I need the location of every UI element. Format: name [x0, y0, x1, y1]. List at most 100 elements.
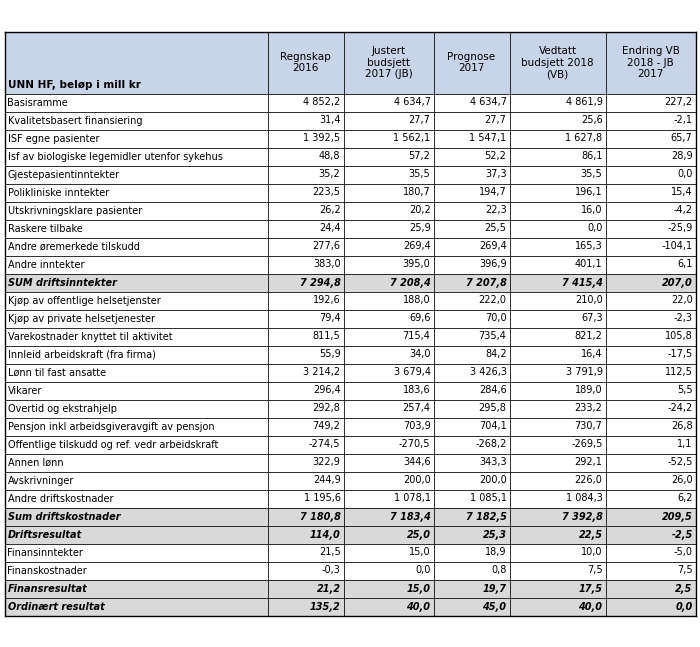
Bar — [510, 454, 606, 472]
Text: 35,5: 35,5 — [409, 170, 430, 179]
Text: 277,6: 277,6 — [312, 241, 340, 252]
Bar — [344, 580, 433, 597]
Bar — [4, 472, 267, 490]
Bar — [4, 543, 267, 562]
Text: 40,0: 40,0 — [407, 602, 430, 611]
Text: -2,5: -2,5 — [671, 529, 692, 540]
Bar — [267, 454, 344, 472]
Text: 209,5: 209,5 — [662, 512, 692, 521]
Text: 105,8: 105,8 — [665, 331, 692, 342]
Text: 7 180,8: 7 180,8 — [300, 512, 340, 521]
Bar — [510, 597, 606, 615]
Bar — [606, 148, 696, 166]
Bar — [433, 543, 510, 562]
Text: 7 207,8: 7 207,8 — [466, 278, 507, 287]
Bar — [267, 435, 344, 454]
Bar — [433, 166, 510, 184]
Bar — [510, 184, 606, 201]
Text: 15,4: 15,4 — [671, 188, 692, 197]
Text: 0,0: 0,0 — [587, 223, 603, 234]
Text: 10,0: 10,0 — [581, 547, 603, 558]
Bar — [4, 327, 267, 345]
Bar — [4, 166, 267, 184]
Text: 811,5: 811,5 — [313, 331, 340, 342]
Text: 210,0: 210,0 — [575, 296, 603, 305]
Bar — [510, 237, 606, 256]
Text: 295,8: 295,8 — [479, 404, 507, 413]
Bar — [344, 435, 433, 454]
Text: 207,0: 207,0 — [662, 278, 692, 287]
Text: 17,5: 17,5 — [578, 584, 603, 593]
Text: 35,5: 35,5 — [581, 170, 603, 179]
Text: Kvalitetsbasert finansiering: Kvalitetsbasert finansiering — [8, 116, 142, 126]
Bar — [433, 94, 510, 111]
Text: 15,0: 15,0 — [407, 584, 430, 593]
Text: Kjøp av offentlige helsetjenster: Kjøp av offentlige helsetjenster — [8, 296, 160, 305]
Bar — [510, 562, 606, 580]
Bar — [433, 345, 510, 364]
Text: -17,5: -17,5 — [667, 349, 692, 360]
Bar — [606, 184, 696, 201]
Text: 84,2: 84,2 — [485, 349, 507, 360]
Text: 4 861,9: 4 861,9 — [566, 98, 603, 107]
Bar — [4, 292, 267, 309]
Text: 28,9: 28,9 — [671, 151, 692, 162]
Text: 396,9: 396,9 — [479, 259, 507, 270]
Text: 189,0: 189,0 — [575, 386, 603, 395]
Bar — [606, 543, 696, 562]
Text: 22,3: 22,3 — [484, 206, 507, 215]
Bar — [344, 274, 433, 292]
Text: 7 208,4: 7 208,4 — [390, 278, 430, 287]
Text: Ordinært resultat: Ordinært resultat — [8, 602, 104, 611]
Text: -5,0: -5,0 — [673, 547, 692, 558]
Text: Andre driftskostnader: Andre driftskostnader — [8, 494, 113, 503]
Bar — [510, 129, 606, 148]
Bar — [606, 507, 696, 525]
Text: -24,2: -24,2 — [667, 404, 692, 413]
Text: 25,3: 25,3 — [482, 529, 507, 540]
Text: 183,6: 183,6 — [403, 386, 430, 395]
Text: -274,5: -274,5 — [309, 439, 340, 450]
Bar — [344, 399, 433, 417]
Text: Finanskostnader: Finanskostnader — [8, 565, 88, 575]
Bar — [344, 597, 433, 615]
Text: 79,4: 79,4 — [319, 314, 340, 324]
Text: -2,1: -2,1 — [673, 116, 692, 126]
Text: 296,4: 296,4 — [313, 386, 340, 395]
Text: 4 634,7: 4 634,7 — [393, 98, 430, 107]
Text: 3 214,2: 3 214,2 — [303, 367, 340, 377]
Text: 26,2: 26,2 — [318, 206, 340, 215]
Bar — [4, 129, 267, 148]
Bar — [433, 309, 510, 327]
Bar — [606, 562, 696, 580]
Bar — [433, 184, 510, 201]
Text: Endring VB
2018 - JB
2017: Endring VB 2018 - JB 2017 — [622, 46, 680, 79]
Bar — [606, 525, 696, 543]
Bar — [606, 201, 696, 219]
Bar — [433, 399, 510, 417]
Bar — [267, 148, 344, 166]
Bar — [433, 435, 510, 454]
Text: 821,2: 821,2 — [575, 331, 603, 342]
Bar — [433, 525, 510, 543]
Bar — [606, 166, 696, 184]
Text: Justert
budsjett
2017 (JB): Justert budsjett 2017 (JB) — [365, 46, 412, 79]
Text: 188,0: 188,0 — [403, 296, 430, 305]
Text: 65,7: 65,7 — [671, 133, 692, 144]
Text: 24,4: 24,4 — [319, 223, 340, 234]
Text: 70,0: 70,0 — [485, 314, 507, 324]
Bar — [267, 507, 344, 525]
Bar — [510, 32, 606, 94]
Text: 292,8: 292,8 — [313, 404, 340, 413]
Bar — [433, 490, 510, 507]
Bar — [433, 201, 510, 219]
Text: -0,3: -0,3 — [321, 565, 340, 575]
Bar — [4, 237, 267, 256]
Bar — [433, 256, 510, 274]
Text: 45,0: 45,0 — [482, 602, 507, 611]
Text: 6,2: 6,2 — [677, 494, 692, 503]
Bar — [4, 399, 267, 417]
Text: 0,0: 0,0 — [677, 170, 692, 179]
Bar — [606, 129, 696, 148]
Bar — [344, 201, 433, 219]
